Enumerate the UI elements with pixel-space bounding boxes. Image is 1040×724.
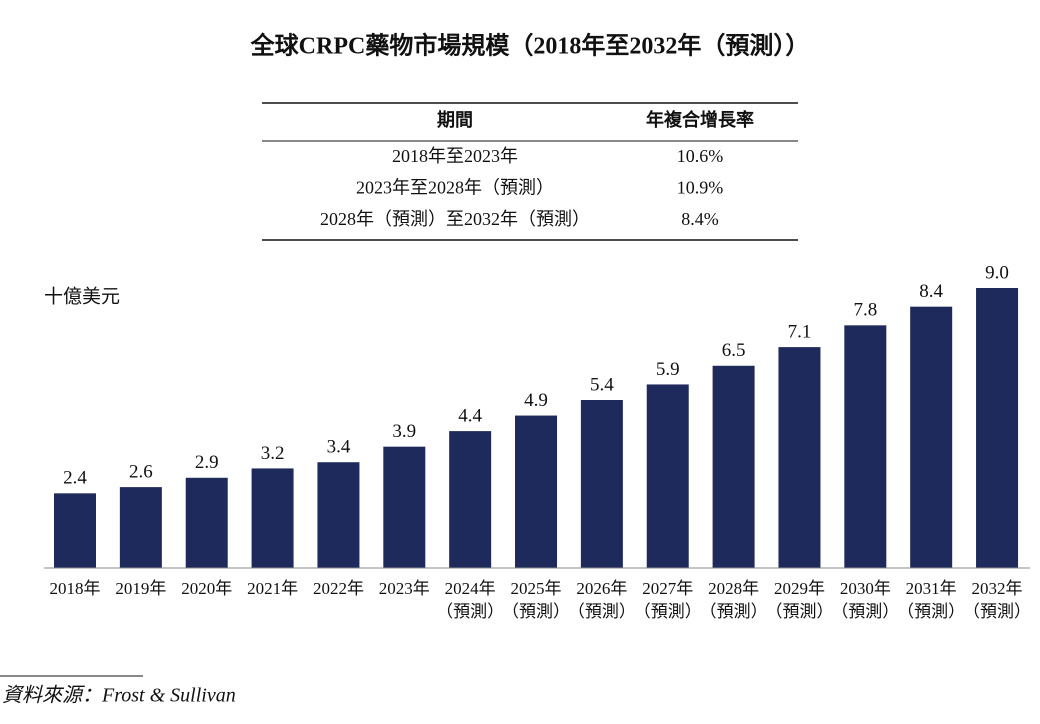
bar xyxy=(54,493,96,568)
table: 期間 年複合增長率 2018年至2023年 10.6% 2023年至2028年（預測） 1… xyxy=(320,109,754,229)
bar xyxy=(185,477,228,568)
x-tick-label: 2030年 xyxy=(840,579,891,598)
table-cell: 2018年至2023年 xyxy=(392,146,518,166)
bar xyxy=(778,347,821,568)
y-axis-label: 十億美元 xyxy=(44,285,120,307)
x-tick-label: 2019年 xyxy=(115,579,166,598)
x-tick-label: 2018年 xyxy=(50,579,101,598)
x-tick-label: （預測） xyxy=(765,602,833,621)
chart-title: 全球CRPC藥物市場規模（2018年至2032年（預測）） xyxy=(250,32,810,60)
bar xyxy=(383,446,426,568)
bar xyxy=(646,384,689,568)
x-tick-label: （預測） xyxy=(634,602,702,621)
value-label: 7.8 xyxy=(853,300,877,321)
x-tick-label: 2020年 xyxy=(181,579,232,598)
value-label: 7.1 xyxy=(788,321,812,342)
x-tick-label: （預測） xyxy=(502,602,570,621)
x-tick-label: （預測） xyxy=(700,602,768,621)
bar xyxy=(251,468,294,568)
value-label: 5.9 xyxy=(656,359,680,380)
bar xyxy=(976,288,1019,568)
x-tick-label: （預測） xyxy=(963,602,1031,621)
value-label: 4.4 xyxy=(458,405,482,426)
x-tick-label: （預測） xyxy=(831,602,899,621)
bar xyxy=(119,487,162,568)
table-cell: 2023年至2028年（預測） xyxy=(356,178,554,198)
x-tick-label: （預測） xyxy=(897,602,965,621)
x-tick-label: 2027年 xyxy=(642,579,693,598)
value-label: 2.4 xyxy=(63,468,87,489)
x-tick-label: 2022年 xyxy=(313,579,364,598)
bar xyxy=(712,365,755,568)
table-cell: 8.4% xyxy=(681,209,719,229)
x-tick-label: 2028年 xyxy=(708,579,759,598)
value-label: 3.9 xyxy=(392,421,416,442)
value-label: 2.9 xyxy=(195,452,219,473)
x-tick-label: 2021年 xyxy=(247,579,298,598)
source: 資料來源：Frost & Sullivan xyxy=(2,685,236,707)
table-cell: 10.9% xyxy=(677,178,724,198)
x-tick-label: 2029年 xyxy=(774,579,825,598)
value-label: 3.4 xyxy=(327,437,351,458)
bar xyxy=(515,415,558,568)
value-label: 8.4 xyxy=(919,281,943,302)
x-tick-label: 2031年 xyxy=(906,579,957,598)
table-header: 期間 xyxy=(437,110,473,130)
table-header: 年複合增長率 xyxy=(646,109,754,130)
bar xyxy=(317,462,360,568)
x-tick-label: 2026年 xyxy=(576,579,627,598)
value-label: 6.5 xyxy=(722,340,746,361)
bar xyxy=(844,325,887,568)
table-cell: 2028年（預測）至2032年（預測） xyxy=(320,209,590,229)
plot: 2.4 2018年 2.6 2019年 2.9 2020年 3.2 2021年 3.4 2022年… xyxy=(44,262,1031,621)
value-label: 9.0 xyxy=(985,262,1009,283)
x-tick-label: 2024年 xyxy=(445,579,496,598)
x-tick-label: 2032年 xyxy=(972,579,1023,598)
table-cell: 10.6% xyxy=(677,146,724,166)
bar xyxy=(910,306,953,568)
value-label: 3.2 xyxy=(261,443,285,464)
value-label: 2.6 xyxy=(129,461,153,482)
x-tick-label: 2025年 xyxy=(511,579,562,598)
value-label: 5.4 xyxy=(590,374,614,395)
x-tick-label: （預測） xyxy=(436,602,504,621)
bar xyxy=(580,400,623,568)
x-tick-label: （預測） xyxy=(568,602,636,621)
bar xyxy=(449,431,492,568)
x-tick-label: 2023年 xyxy=(379,579,430,598)
value-label: 4.9 xyxy=(524,390,548,411)
